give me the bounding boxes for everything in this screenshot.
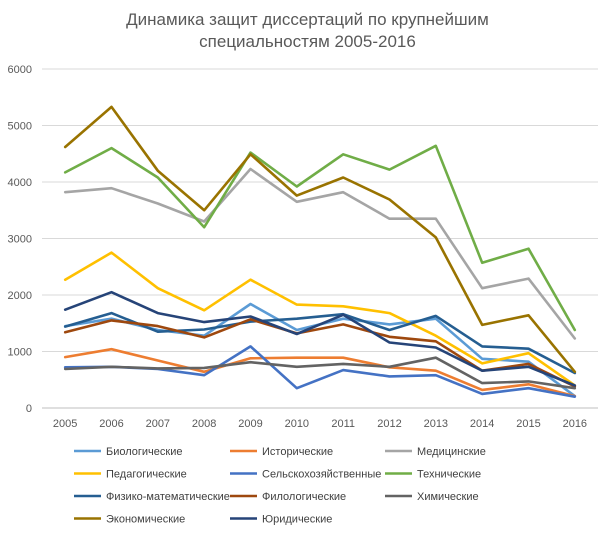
x-tick-label: 2015 xyxy=(516,418,540,430)
legend-label: Экономические xyxy=(106,514,185,526)
y-tick-label: 4000 xyxy=(8,177,32,189)
series-line xyxy=(63,144,577,332)
x-tick-label: 2013 xyxy=(424,418,448,430)
legend-label: Юридические xyxy=(262,514,332,526)
legend-label: Биологические xyxy=(106,446,182,458)
legend-label: Сельскохозяйственные xyxy=(262,469,381,481)
series-line xyxy=(63,290,577,387)
legend-label: Химические xyxy=(417,491,479,503)
x-tick-label: 2011 xyxy=(331,418,355,430)
x-tick-label: 2016 xyxy=(563,418,587,430)
y-tick-label: 6000 xyxy=(8,64,32,76)
chart-title-line-2: специальностям 2005-2016 xyxy=(199,32,416,51)
y-tick-label: 1000 xyxy=(8,347,32,359)
series-line xyxy=(63,347,577,398)
y-tick-label: 2000 xyxy=(8,290,32,302)
series-line xyxy=(63,105,577,374)
x-tick-label: 2010 xyxy=(285,418,309,430)
series-line xyxy=(63,311,577,375)
legend-label: Технические xyxy=(417,469,481,481)
x-tick-label: 2014 xyxy=(470,418,494,430)
x-tick-label: 2006 xyxy=(99,418,123,430)
series-line xyxy=(63,167,577,340)
series-line xyxy=(63,356,577,390)
legend-label: Педагогические xyxy=(106,469,187,481)
legend-label: Филологические xyxy=(262,491,346,503)
x-tick-label: 2012 xyxy=(377,418,401,430)
legend-label: Физико-математические xyxy=(106,491,230,503)
legend-label: Медицинские xyxy=(417,446,486,458)
series-line xyxy=(63,317,577,388)
chart-title-line-1: Динамика защит диссертаций по крупнейшим xyxy=(126,10,489,29)
y-tick-label: 0 xyxy=(26,403,32,415)
y-tick-label: 3000 xyxy=(8,234,32,246)
x-tick-label: 2008 xyxy=(192,418,216,430)
x-tick-label: 2007 xyxy=(146,418,170,430)
series-line xyxy=(63,251,577,387)
x-tick-label: 2009 xyxy=(238,418,262,430)
y-tick-label: 5000 xyxy=(8,121,32,133)
x-tick-label: 2005 xyxy=(53,418,77,430)
legend-label: Исторические xyxy=(262,446,333,458)
